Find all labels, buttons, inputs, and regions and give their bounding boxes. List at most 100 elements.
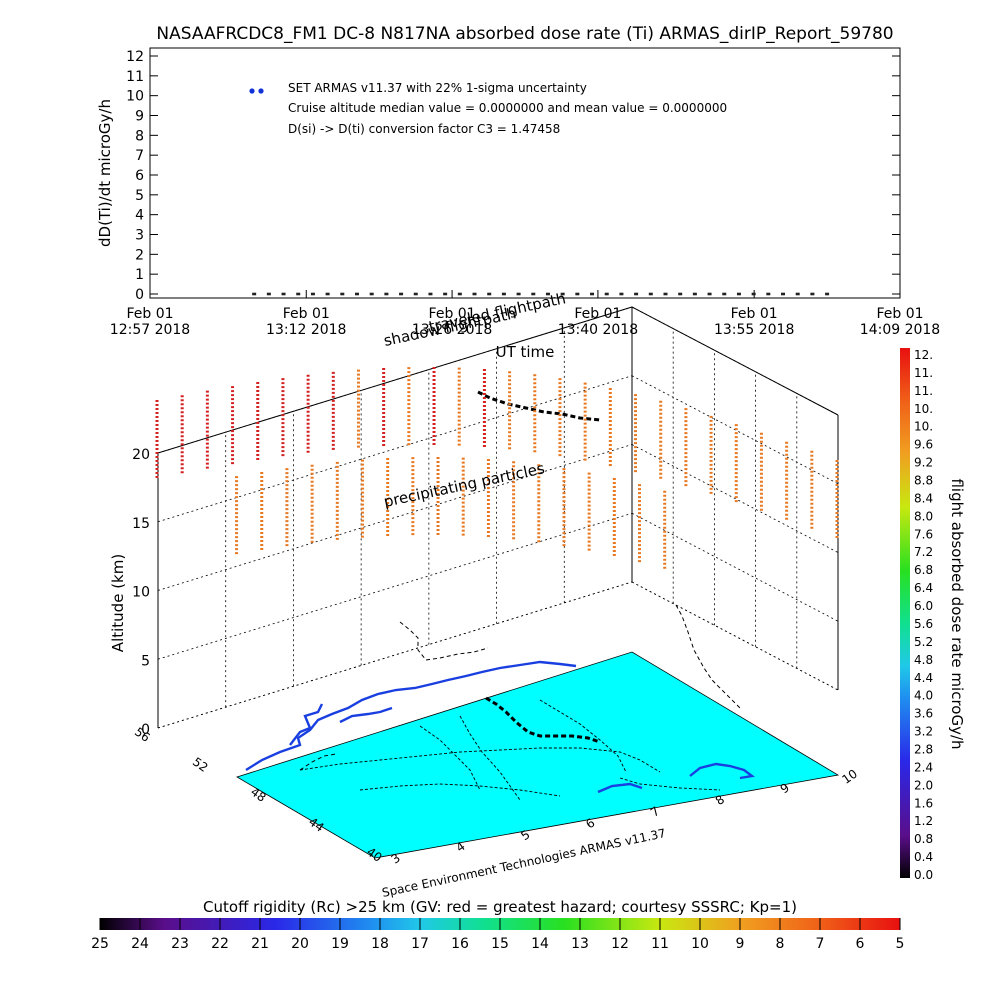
dose-rate-colorbar-scale [900,348,910,878]
altitude-axis-ticks: 0 5 10 15 20 [132,447,150,738]
x-tick-date: Feb 01 [429,306,476,322]
dose-point [428,292,433,296]
dose-colorbar-tick-label: 6.0 [914,599,933,613]
dose-point [296,292,301,296]
dose-colorbar-tick-label: 5.2 [914,635,933,649]
rigidity-tick-label: 10 [691,936,709,952]
rigidity-tick-label: 14 [531,936,549,952]
y-tick-label: 11 [126,69,144,85]
dose-colorbar-tick-label: 8.4 [914,491,933,505]
x-tick-time: 13:55 2018 [714,322,794,338]
dose-point [663,292,668,296]
dose-point [825,292,830,296]
cutoff-rigidity-label: Cutoff rigidity (Rc) >25 km (GV: red = g… [203,898,797,916]
plot-frame [149,47,901,299]
border-segment [419,725,481,791]
dose-colorbar-tick-label: 9.6 [914,438,933,452]
altitude-tick-label: 15 [132,516,150,532]
rigidity-tick-label: 20 [291,936,309,952]
dose-rate-points [252,292,830,296]
rigidity-tick-label: 17 [411,936,429,952]
dose-point [590,292,595,296]
dose-colorbar-tick-label: 0.4 [914,850,933,864]
coastline-segment [289,703,324,746]
dose-point [369,292,374,296]
rigidity-tick-label: 9 [736,936,745,952]
dose-colorbar-tick-label: 4.4 [914,671,933,685]
dose-point [781,292,786,296]
x-tick-time: 13:40 2018 [558,322,638,338]
dose-point [751,292,756,296]
y-tick-label: 7 [135,148,144,164]
dose-point [516,292,521,296]
flightpath-traveled [477,390,601,744]
x-tick-time: 12:57 2018 [110,322,190,338]
legend-text: SET ARMAS v11.37 with 22% 1-sigma uncert… [288,81,587,95]
rigidity-tick-label: 19 [331,936,349,952]
x-tick-time: 13:26 2018 [412,322,492,338]
rigidity-tick-label: 5 [896,936,905,952]
figure-title: NASAAFRCDC8_FM1 DC-8 N817NA absorbed dos… [156,24,893,44]
y-tick-label: 6 [135,168,144,184]
dose-colorbar-tick-label: 9.2 [914,456,933,470]
dose-point [810,292,815,296]
coastline-segment [689,762,755,780]
y-tick-label: 12 [126,49,144,65]
dose-point [281,292,286,296]
border-segment [619,777,721,791]
dose-point [487,292,492,296]
shadow-flightpath-segment [399,621,489,661]
dose-colorbar-tick-label: 11. [914,366,933,380]
legend-marker [249,88,255,94]
dose-colorbar-tick-label: 12. [914,348,933,362]
altitude-tick-label: 0 [141,722,150,738]
flightpath-segment [485,696,601,744]
x-tick-time: 14:09 2018 [860,322,940,338]
altitude-tick-label: 5 [141,653,150,669]
dose-point [399,292,404,296]
cruise-altitude-note: Cruise altitude median value = 0.0000000… [288,101,727,115]
dose-colorbar-tick-label: 4.8 [914,653,933,667]
rigidity-tick-label: 8 [776,936,785,952]
altitude-axis-label: Altitude (km) [109,554,127,652]
dose-colorbar-tick-label: 2.4 [914,760,933,774]
rigidity-tick-label: 21 [251,936,269,952]
altitude-tick-label: 20 [132,447,150,463]
dose-rate-colorbar: 12. 11. 11. 10. 10. 9.6 9.2 8.8 8.4 8.0 7.6 7.2 6.8 6… [900,348,966,882]
dose-point [604,292,609,296]
shadow-flightpath-segment [299,753,337,771]
dose-rate-colorbar-label: flight absorbed dose rate microGy/h [948,478,966,749]
y-tick-label: 5 [135,188,144,204]
x-tick-date: Feb 01 [876,306,923,322]
country-borders [299,699,721,801]
latitude-tick-label: 52 [190,755,211,775]
y-tick-label: 10 [126,89,144,105]
dose-colorbar-tick-label: 10. [914,420,933,434]
dose-colorbar-tick-label: 1.2 [914,814,933,828]
rigidity-tick-label: 22 [211,936,229,952]
dose-point [766,292,771,296]
dose-point [545,292,550,296]
dose-colorbar-tick-label: 2.0 [914,778,933,792]
x-tick-date: Feb 01 [126,306,173,322]
rigidity-tick-label: 7 [816,936,825,952]
border-segment [459,715,521,801]
3d-box-frame [157,306,839,729]
altitude-gridline [631,444,839,553]
dose-point [457,292,462,296]
dose-point [648,292,653,296]
altitude-tick-label: 10 [132,585,150,601]
dose-colorbar-tick-label: 1.6 [914,796,933,810]
dose-point [266,292,271,296]
dose-point [722,292,727,296]
rigidity-tick-label: 6 [856,936,865,952]
dose-point [310,292,315,296]
rigidity-tick-label: 16 [451,936,469,952]
altitude-gridline [631,512,839,622]
dose-colorbar-tick-label: 7.6 [914,527,933,541]
